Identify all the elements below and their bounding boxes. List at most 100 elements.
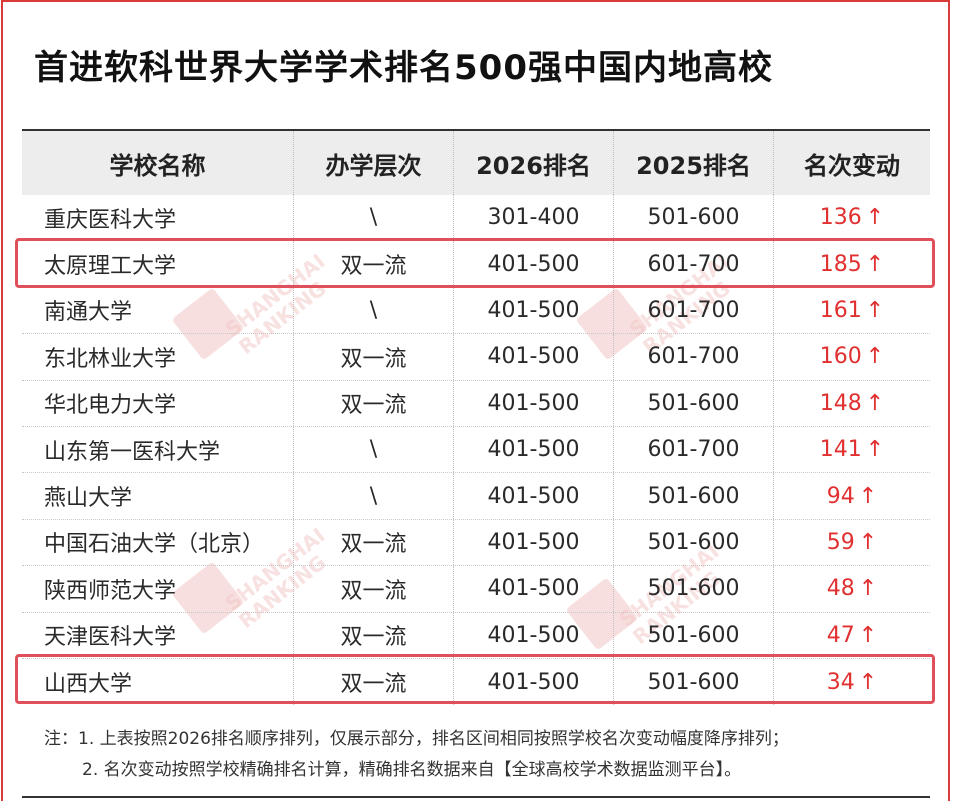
table-row: 重庆医科大学 \ 301-400 501-600 136 ↑ [22,195,930,242]
up-arrow-icon: ↑ [865,251,885,277]
table-row: 山东第一医科大学 \ 401-500 601-700 141 ↑ [22,426,930,474]
school-level: 双一流 [294,241,454,287]
rank-2025: 501-600 [614,658,774,706]
up-arrow-icon: ↑ [865,205,885,231]
school-name: 天津医科大学 [22,612,294,658]
school-level: 双一流 [294,380,454,426]
rank-2026: 401-500 [454,658,614,706]
header-rank-change: 名次变动 [804,151,900,180]
rank-change-value: 94 [826,483,855,509]
rank-change-value: 48 [826,576,855,602]
rank-change: 141 ↑ [774,427,930,472]
header-school-name: 学校名称 [22,131,294,195]
school-level: \ [294,473,454,519]
school-level: 双一流 [294,658,454,706]
school-level: 双一流 [294,612,454,658]
rank-change-value: 34 [826,669,855,695]
table-top-rule [22,129,930,131]
rank-change: 136 ↑ [774,195,930,240]
table-header-row: 学校名称 办学层次 2026排名 2025排名 名次变动 [22,131,930,195]
rank-2026: 301-400 [454,195,614,241]
note-line-1: 注：1. 上表按照2026排名顺序排列，仅展示部分，排名区间相同按照学校名次变动… [44,729,789,749]
rank-change: 59 ↑ [774,520,930,565]
school-level: 双一流 [294,566,454,612]
rank-2026: 401-500 [454,241,614,287]
rank-change-value: 47 [826,622,855,648]
rank-change: 161 ↑ [774,288,930,333]
header-rank-2026: 2026排名 [454,131,614,195]
rank-2025: 601-700 [614,426,774,473]
rank-2025: 601-700 [614,287,774,334]
rank-2025: 501-600 [614,612,774,658]
table-bottom-rule [22,796,930,798]
rank-change-value: 161 [819,297,862,323]
up-arrow-icon: ↑ [858,669,878,695]
up-arrow-icon: ↑ [858,622,878,648]
rank-2026: 401-500 [454,566,614,612]
school-name: 山东第一医科大学 [22,426,294,473]
school-name: 华北电力大学 [22,380,294,426]
rank-change-value: 141 [819,437,862,463]
table-row: 南通大学 \ 401-500 601-700 161 ↑ [22,287,930,335]
header-level: 办学层次 [294,131,454,195]
rank-2025: 501-600 [614,473,774,519]
table-body: 重庆医科大学 \ 301-400 501-600 136 ↑ 太原理工大学 双一流… [22,195,930,706]
school-name: 重庆医科大学 [22,195,294,241]
up-arrow-icon: ↑ [865,390,885,416]
table-row: 太原理工大学 双一流 401-500 601-700 185 ↑ [22,241,930,288]
rank-2025: 601-700 [614,241,774,287]
table-row: 中国石油大学（北京） 双一流 401-500 501-600 59 ↑ [22,519,930,567]
school-name: 陕西师范大学 [22,566,294,612]
note-line-2: 2. 名次变动按照学校精确排名计算，精确排名数据来自【全球高校学术数据监测平台】… [82,760,742,780]
rank-change-value: 59 [826,529,855,555]
rank-change: 48 ↑ [774,566,930,611]
page-title: 首进软科世界大学学术排名500强中国内地高校 [34,48,773,88]
rank-change: 148 ↑ [774,381,930,426]
school-level: 双一流 [294,519,454,566]
rank-2025: 501-600 [614,566,774,612]
rank-2026: 401-500 [454,287,614,334]
rank-2025: 501-600 [614,519,774,566]
table-notes: 注：1. 上表按照2026排名顺序排列，仅展示部分，排名区间相同按照学校名次变动… [44,724,789,786]
rank-change-value: 160 [819,344,862,370]
up-arrow-icon: ↑ [858,529,878,555]
rank-change: 34 ↑ [774,659,930,705]
school-level: 双一流 [294,334,454,380]
rank-change-value: 185 [819,251,862,277]
rank-2026: 401-500 [454,519,614,566]
school-level: \ [294,287,454,334]
rank-2025: 501-600 [614,195,774,241]
school-level: \ [294,426,454,473]
up-arrow-icon: ↑ [865,297,885,323]
up-arrow-icon: ↑ [858,483,878,509]
school-name: 东北林业大学 [22,334,294,380]
table-row: 华北电力大学 双一流 401-500 501-600 148 ↑ [22,380,930,427]
school-name: 中国石油大学（北京） [22,519,294,566]
rank-change-value: 148 [819,390,862,416]
school-name: 燕山大学 [22,473,294,519]
school-level: \ [294,195,454,241]
rank-2025: 601-700 [614,334,774,380]
rank-change: 160 ↑ [774,334,930,379]
table-row: 燕山大学 \ 401-500 501-600 94 ↑ [22,473,930,520]
up-arrow-icon: ↑ [865,437,885,463]
school-name: 山西大学 [22,658,294,706]
rank-2026: 401-500 [454,473,614,519]
table-row: 东北林业大学 双一流 401-500 601-700 160 ↑ [22,334,930,381]
rank-2026: 401-500 [454,612,614,658]
ranking-table: 学校名称 办学层次 2026排名 2025排名 名次变动 重庆医科大学 \ 30… [22,129,930,706]
up-arrow-icon: ↑ [865,344,885,370]
rank-2026: 401-500 [454,380,614,426]
table-row: 天津医科大学 双一流 401-500 501-600 47 ↑ [22,612,930,659]
rank-change-value: 136 [819,205,862,231]
table-row: 山西大学 双一流 401-500 501-600 34 ↑ [22,658,930,706]
rank-change: 185 ↑ [774,241,930,286]
rank-2026: 401-500 [454,334,614,380]
rank-2026: 401-500 [454,426,614,473]
rank-change: 94 ↑ [774,473,930,518]
school-name: 南通大学 [22,287,294,334]
table-row: 陕西师范大学 双一流 401-500 501-600 48 ↑ [22,566,930,613]
school-name: 太原理工大学 [22,241,294,287]
up-arrow-icon: ↑ [858,576,878,602]
